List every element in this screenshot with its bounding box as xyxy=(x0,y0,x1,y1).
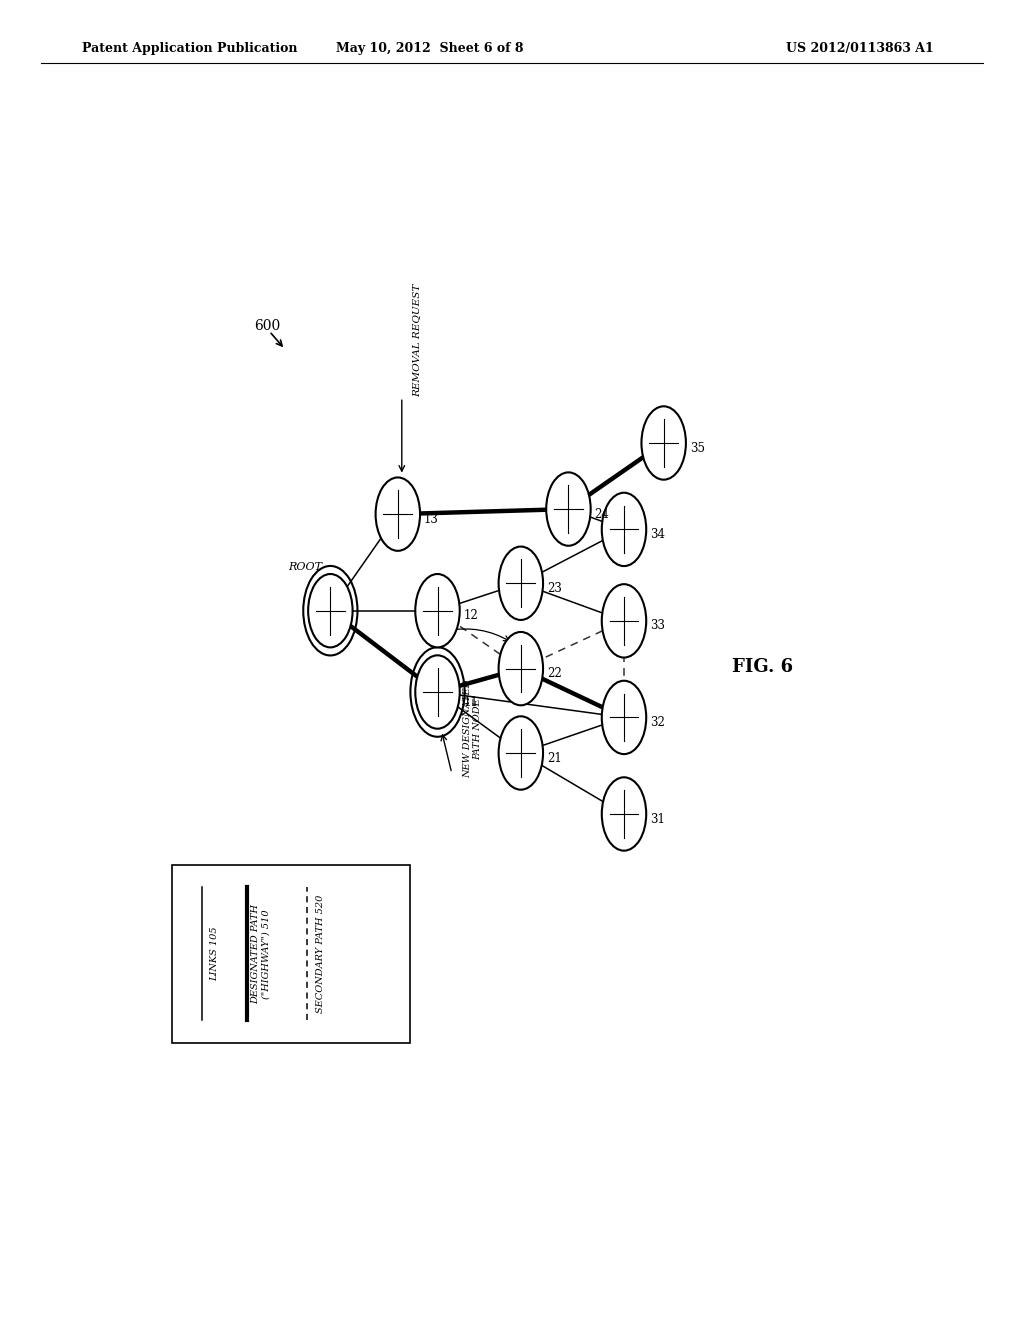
Text: NEW DESIGNATED
PATH NODE: NEW DESIGNATED PATH NODE xyxy=(463,680,482,779)
Text: 24: 24 xyxy=(595,508,609,520)
Text: 13: 13 xyxy=(424,512,439,525)
Text: 35: 35 xyxy=(690,442,705,454)
Text: 12: 12 xyxy=(464,610,478,622)
Ellipse shape xyxy=(602,681,646,754)
Text: 32: 32 xyxy=(650,715,665,729)
Text: LINKS 105: LINKS 105 xyxy=(210,927,219,981)
Ellipse shape xyxy=(499,717,543,789)
Text: 21: 21 xyxy=(547,751,562,764)
Ellipse shape xyxy=(416,574,460,647)
Ellipse shape xyxy=(602,777,646,850)
Ellipse shape xyxy=(308,574,352,647)
Text: REMOVAL REQUEST: REMOVAL REQUEST xyxy=(412,284,421,397)
Text: ROOT: ROOT xyxy=(289,562,323,572)
Text: 33: 33 xyxy=(650,619,666,632)
Text: 34: 34 xyxy=(650,528,666,541)
Text: FIG. 6: FIG. 6 xyxy=(732,657,794,676)
Text: 22: 22 xyxy=(547,667,562,680)
Ellipse shape xyxy=(499,632,543,705)
Text: 23: 23 xyxy=(547,582,562,595)
Ellipse shape xyxy=(641,407,686,479)
Ellipse shape xyxy=(602,585,646,657)
Text: 31: 31 xyxy=(650,813,665,825)
Text: 11: 11 xyxy=(464,696,478,709)
Text: DESIGNATED PATH
("HIGHWAY") 510: DESIGNATED PATH ("HIGHWAY") 510 xyxy=(252,904,271,1003)
Text: May 10, 2012  Sheet 6 of 8: May 10, 2012 Sheet 6 of 8 xyxy=(336,42,524,55)
Ellipse shape xyxy=(499,546,543,620)
Ellipse shape xyxy=(546,473,591,545)
Ellipse shape xyxy=(602,492,646,566)
Ellipse shape xyxy=(416,655,460,729)
Text: 600: 600 xyxy=(254,319,280,333)
Text: Patent Application Publication: Patent Application Publication xyxy=(82,42,297,55)
Text: US 2012/0113863 A1: US 2012/0113863 A1 xyxy=(786,42,934,55)
Text: SECONDARY PATH 520: SECONDARY PATH 520 xyxy=(316,895,326,1012)
Ellipse shape xyxy=(376,478,420,550)
Bar xyxy=(172,865,410,1043)
